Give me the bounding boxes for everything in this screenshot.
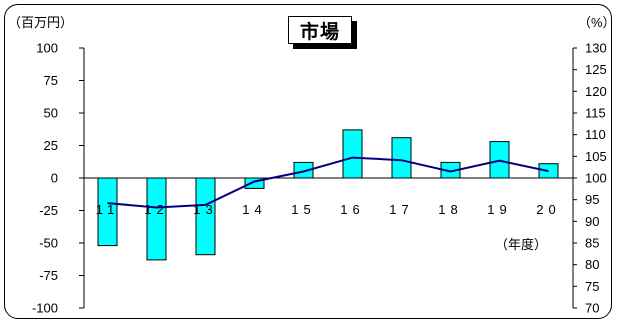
left-tick-label: 100	[36, 41, 58, 56]
left-tick-label: -100	[32, 301, 58, 316]
plot-area: 100 75 50 25 0 -25 -50 -75 -100 130 125 120 115 110 10…	[32, 41, 607, 316]
x-axis-unit: （年度）	[495, 237, 548, 252]
right-tick-label: 130	[585, 41, 607, 56]
category-label: 12	[144, 202, 168, 217]
category-label: 18	[438, 202, 462, 217]
left-tick-label: -75	[39, 268, 58, 283]
right-tick-label: 90	[585, 214, 599, 229]
bar	[391, 137, 412, 179]
left-axis-unit: （百万円）	[8, 15, 74, 30]
right-axis-unit: （%）	[578, 15, 616, 30]
category-label: 17	[389, 202, 413, 217]
right-tick-label: 115	[585, 106, 606, 121]
right-tick-label: 70	[585, 301, 599, 316]
right-tick-label: 110	[585, 127, 606, 142]
right-tick-label: 85	[585, 236, 599, 251]
left-tick-label: 0	[51, 171, 58, 186]
left-tick-label: 75	[44, 73, 58, 88]
right-tick-label: 100	[585, 171, 607, 186]
left-tick-label: 50	[44, 106, 58, 121]
right-tick-label: 120	[585, 84, 607, 99]
bar	[146, 177, 167, 261]
chart-title: 市場	[288, 16, 352, 44]
category-label: 11	[96, 202, 120, 217]
category-label: 20	[536, 202, 560, 217]
right-tick-label: 75	[585, 279, 599, 294]
bar	[342, 129, 363, 179]
right-tick-label: 80	[585, 257, 599, 272]
left-tick-label: -25	[39, 203, 58, 218]
right-tick-label: 125	[585, 62, 607, 77]
right-tick-label: 105	[585, 149, 607, 164]
left-tick-label: 25	[44, 138, 58, 153]
category-label: 14	[242, 202, 266, 217]
left-tick-label: -50	[39, 236, 58, 251]
category-label: 15	[291, 202, 315, 217]
category-label: 19	[487, 202, 511, 217]
category-label: 16	[340, 202, 364, 217]
right-tick-label: 95	[585, 192, 599, 207]
chart-frame	[4, 4, 612, 319]
line-series	[107, 156, 549, 209]
